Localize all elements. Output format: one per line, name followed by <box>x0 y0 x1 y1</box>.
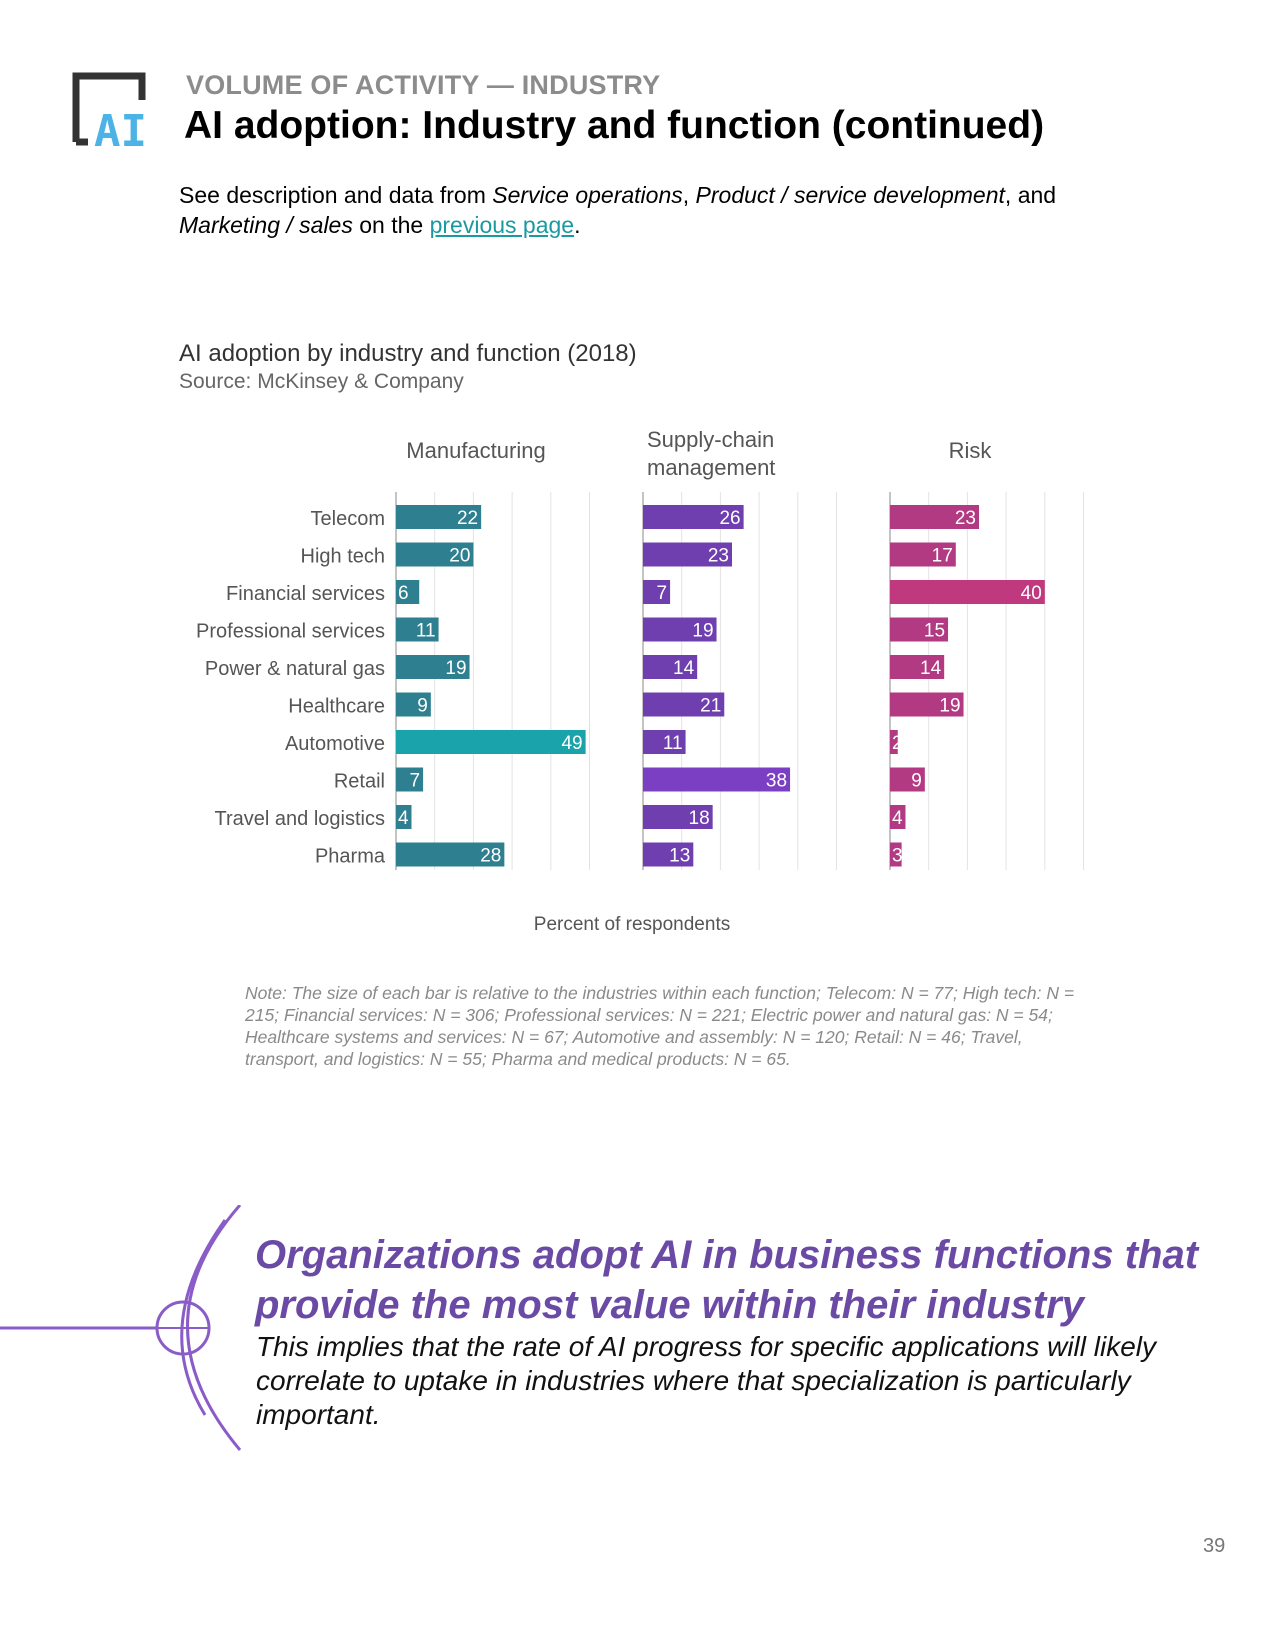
intro-part: , <box>682 182 696 208</box>
bar <box>396 617 439 642</box>
intro-part: , and <box>1004 182 1057 208</box>
data-label: 28 <box>480 846 501 867</box>
data-label: 49 <box>561 733 582 754</box>
bar <box>890 505 980 529</box>
panel-header: Manufacturing <box>406 438 545 463</box>
bar <box>890 617 949 642</box>
chart-note: Note: The size of each bar is relative t… <box>245 983 1075 1069</box>
data-label: 15 <box>924 621 945 642</box>
page-number: 39 <box>1203 1535 1226 1557</box>
ai-index-logo: AI <box>72 72 162 157</box>
bar <box>643 655 698 679</box>
bar <box>890 542 956 567</box>
data-label: 6 <box>398 583 409 604</box>
bar <box>643 580 671 604</box>
data-label: 14 <box>920 658 942 679</box>
category-label: Professional services <box>196 621 385 643</box>
bar <box>396 730 586 754</box>
bar <box>396 505 482 529</box>
bar <box>396 767 424 792</box>
data-label: 2 <box>892 733 903 754</box>
bar <box>890 580 1045 604</box>
bar <box>643 805 713 829</box>
bar-chart: Manufacturing Supply-chain management Risk T… <box>196 427 1084 935</box>
data-label: 23 <box>955 508 976 529</box>
data-label: 7 <box>657 583 668 604</box>
data-label: 38 <box>766 771 787 792</box>
category-label: Power & natural gas <box>205 658 385 680</box>
bar <box>890 692 964 717</box>
category-label: Pharma <box>315 846 386 868</box>
data-label: 13 <box>669 846 690 867</box>
category-label: High tech <box>301 546 386 568</box>
bar <box>396 580 420 604</box>
category-label: Financial services <box>226 583 385 605</box>
bar <box>643 542 733 567</box>
bar <box>643 730 686 754</box>
bar <box>396 655 470 679</box>
data-label: 9 <box>417 696 428 717</box>
intro-emphasis: Service operations <box>492 182 683 208</box>
bar <box>643 692 725 717</box>
data-label: 21 <box>700 696 721 717</box>
page-title: AI adoption: Industry and function (cont… <box>184 104 1045 147</box>
logo-mark-icon: AI <box>72 72 147 157</box>
previous-page-link[interactable]: previous page <box>429 212 575 238</box>
logo-text: AI <box>94 106 147 154</box>
bar <box>643 767 791 792</box>
x-axis-label: Percent of respondents <box>534 914 730 935</box>
intro-text: See description and data from Service op… <box>179 180 1139 240</box>
category-label: Telecom <box>311 508 385 530</box>
bar <box>890 842 902 867</box>
bar <box>890 655 945 679</box>
chart-title: AI adoption by industry and function (20… <box>179 340 637 367</box>
data-label: 3 <box>892 846 903 867</box>
data-label: 19 <box>445 658 466 679</box>
data-label: 14 <box>673 658 695 679</box>
callout-body: This implies that the rate of AI progres… <box>256 1331 1156 1430</box>
data-label: 40 <box>1021 583 1042 604</box>
data-label: 19 <box>692 621 713 642</box>
data-label: 9 <box>911 771 922 792</box>
bar <box>396 805 412 829</box>
bar <box>643 617 717 642</box>
category-label: Healthcare <box>288 696 385 718</box>
category-label: Automotive <box>285 733 385 755</box>
data-label: 19 <box>939 696 960 717</box>
panel-header: Supply-chain management <box>647 427 775 480</box>
intro-emphasis: Marketing / sales <box>179 212 353 238</box>
section-label: VOLUME OF ACTIVITY — INDUSTRY <box>186 70 661 100</box>
data-label: 23 <box>708 546 729 567</box>
bar <box>890 805 906 829</box>
intro-emphasis: Product / service development <box>695 182 1005 208</box>
chart-source: Source: McKinsey & Company <box>179 370 464 393</box>
bar <box>396 842 505 867</box>
intro-part: See description and data from <box>179 182 493 208</box>
bar <box>396 692 431 717</box>
data-label: 7 <box>410 771 421 792</box>
intro-part: . <box>574 212 581 238</box>
data-label: 20 <box>449 546 470 567</box>
data-label: 4 <box>398 808 409 829</box>
intro-part: on the <box>352 212 430 238</box>
bar <box>890 767 925 792</box>
panel-header: Risk <box>949 438 993 463</box>
category-label: Travel and logistics <box>215 808 385 830</box>
data-label: 22 <box>457 508 478 529</box>
bar <box>643 842 694 867</box>
data-label: 26 <box>719 508 740 529</box>
data-label: 17 <box>932 546 953 567</box>
bar <box>396 542 474 567</box>
category-label: Retail <box>334 771 385 793</box>
data-label: 11 <box>663 733 683 754</box>
bar <box>643 505 744 529</box>
panel-header-line: management <box>647 455 775 480</box>
panel-header-line: Supply-chain <box>647 427 774 452</box>
callout-headline: Organizations adopt AI in business funct… <box>255 1233 1199 1327</box>
bar <box>890 730 898 754</box>
data-label: 18 <box>689 808 710 829</box>
data-label: 11 <box>416 621 436 642</box>
data-label: 4 <box>892 808 903 829</box>
callout-decoration-icon <box>0 1205 242 1451</box>
